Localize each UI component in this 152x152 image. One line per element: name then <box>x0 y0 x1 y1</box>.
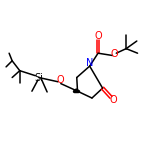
Text: O: O <box>109 95 117 105</box>
Text: O: O <box>94 31 102 41</box>
Text: N: N <box>86 58 94 68</box>
Text: Si: Si <box>35 73 43 83</box>
Text: O: O <box>111 49 119 59</box>
Text: O: O <box>56 75 64 85</box>
